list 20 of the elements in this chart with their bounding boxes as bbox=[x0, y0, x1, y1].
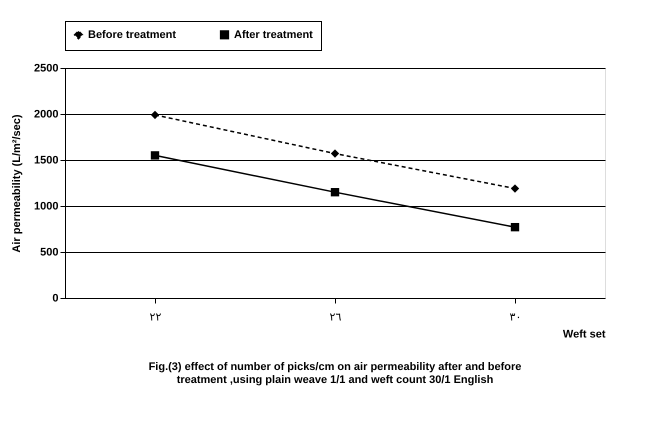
point bbox=[330, 149, 340, 158]
y-axis-title: Air permeability (L/m²/sec) bbox=[11, 114, 24, 253]
point bbox=[330, 188, 340, 196]
x-tick-label: ٣٠ bbox=[510, 312, 522, 324]
y-tick-label: 1500 bbox=[34, 154, 58, 166]
point bbox=[150, 110, 160, 120]
y-tick-label: 2500 bbox=[34, 62, 58, 74]
x-tick-label: ٢٢ bbox=[150, 312, 162, 324]
text: Fig.(3) effect of number of picks/cm on air permeability after and before treatment ,using plain weave 1/1 and weft count 30/1 English bbox=[148, 361, 522, 386]
x-tick-label: ٢٦ bbox=[330, 312, 342, 324]
y-tick-label: 500 bbox=[40, 246, 58, 258]
y-tick-label: 1000 bbox=[34, 200, 58, 212]
point bbox=[510, 222, 520, 232]
point bbox=[510, 184, 520, 193]
legend-label: After treatment bbox=[234, 28, 314, 41]
x-axis-title: Weft set bbox=[562, 328, 606, 340]
legend-label: Before treatment bbox=[88, 28, 176, 41]
point bbox=[150, 151, 160, 160]
y-tick-label: 0 bbox=[52, 292, 58, 304]
y-tick-label: 2000 bbox=[34, 108, 58, 120]
